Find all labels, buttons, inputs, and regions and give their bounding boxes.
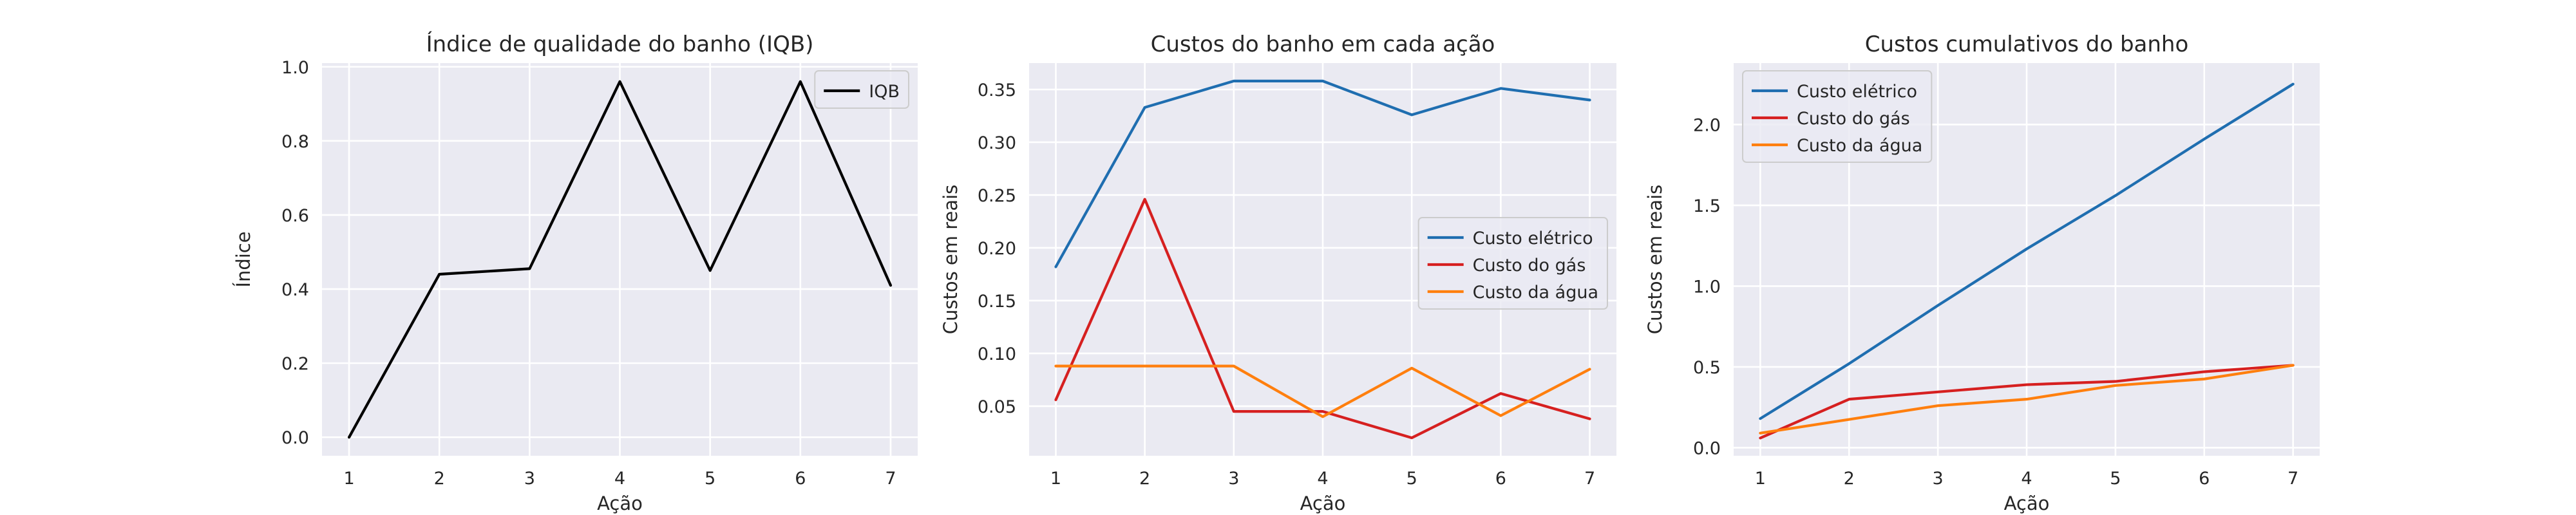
x-tick-label: 6 <box>795 469 806 489</box>
legend: IQB <box>814 70 909 109</box>
x-tick-label: 5 <box>705 469 715 489</box>
y-tick-label: 0.05 <box>978 397 1016 417</box>
x-tick-label: 4 <box>614 469 625 489</box>
y-axis-label: Custos em reais <box>1644 185 1666 335</box>
x-tick-label: 4 <box>1317 469 1328 489</box>
y-tick-label: 0.2 <box>281 354 309 374</box>
x-tick-label: 7 <box>885 469 896 489</box>
legend-entry: Custo da água <box>1797 136 1922 156</box>
series-line <box>1759 82 2295 420</box>
series-line <box>1054 364 1591 418</box>
x-tick-label: 3 <box>1933 469 1944 489</box>
x-tick-label: 1 <box>1755 469 1766 489</box>
y-tick-label: 0.30 <box>978 133 1016 153</box>
legend-frame <box>1742 70 1933 163</box>
series-group <box>1759 82 2295 440</box>
series-line <box>1054 198 1591 440</box>
series-group <box>347 80 893 439</box>
series-line <box>1759 364 2295 440</box>
y-tick-label: 0.25 <box>978 186 1016 206</box>
y-tick-label: 0.0 <box>1693 438 1721 458</box>
y-tick-label: 1.5 <box>1693 196 1721 216</box>
y-tick-label: 0.8 <box>281 132 309 152</box>
series-group <box>1054 79 1591 440</box>
x-tick-label: 2 <box>434 469 445 489</box>
y-tick-label: 0.20 <box>978 239 1016 259</box>
y-tick-label: 0.15 <box>978 292 1016 312</box>
y-tick-label: 1.0 <box>1693 277 1721 297</box>
x-axis-label: Ação <box>1300 492 1346 514</box>
x-tick-label: 3 <box>1228 469 1239 489</box>
legend-entry: Custo do gás <box>1473 256 1586 276</box>
plot-area: 1 2 3 4 5 6 7 0.0 0.2 0.4 0.6 0.8 1.0 <box>281 58 918 489</box>
x-axis-label: Ação <box>597 492 643 514</box>
x-tick-label: 7 <box>2287 469 2298 489</box>
legend-entry: Custo elétrico <box>1797 82 1917 102</box>
legend-entry: Custo da água <box>1473 283 1598 303</box>
y-tick-label: 0.4 <box>281 280 309 300</box>
y-tick-label: 0.5 <box>1693 358 1721 378</box>
series-line <box>1759 364 2295 435</box>
x-tick-label: 5 <box>2110 469 2121 489</box>
y-tick-label: 2.0 <box>1693 115 1721 135</box>
x-tick-label: 7 <box>1584 469 1595 489</box>
legend-entry: IQB <box>869 82 900 102</box>
y-tick-label: 1.0 <box>281 58 309 78</box>
x-axis-label: Ação <box>2004 492 2050 514</box>
x-tick-label: 1 <box>1050 469 1061 489</box>
x-tick-label: 2 <box>1139 469 1150 489</box>
legend-entry: Custo elétrico <box>1473 229 1593 248</box>
x-tick-label: 3 <box>524 469 535 489</box>
y-tick-label: 0.6 <box>281 206 309 226</box>
y-tick-label: 0.0 <box>281 428 309 448</box>
chart-title: Custos cumulativos do banho <box>1865 32 2189 57</box>
y-tick-label: 0.35 <box>978 80 1016 100</box>
chart-bath-quality-index: 1 2 3 4 5 6 7 0.0 0.2 0.4 0.6 0.8 1.0 Índice de qual… <box>232 31 918 514</box>
x-tick-label: 6 <box>2199 469 2210 489</box>
x-tick-label: 4 <box>2021 469 2032 489</box>
plot-area: 1 2 3 4 5 6 7 0.05 0.10 0.15 0.20 0.25 0.30 0.35 <box>978 63 1616 489</box>
y-axis-label: Custos em reais <box>940 185 961 335</box>
x-tick-label: 2 <box>1844 469 1855 489</box>
chart-cumulative-bath-costs: 1 2 3 4 5 6 7 0.0 0.5 1.0 1.5 2.0 Custos cumulativo… <box>1644 32 2320 514</box>
legend-entry: Custo do gás <box>1797 109 1910 129</box>
series-line <box>347 80 893 439</box>
x-tick-label: 1 <box>343 469 354 489</box>
chart-title: Custos do banho em cada ação <box>1151 32 1495 57</box>
y-axis-label: Índice <box>232 231 254 287</box>
x-tick-label: 6 <box>1495 469 1506 489</box>
legend: Custo elétrico Custo do gás Custo da água <box>1417 217 1608 310</box>
y-tick-label: 0.10 <box>978 344 1016 364</box>
series-line <box>1054 79 1591 268</box>
legend: Custo elétrico Custo do gás Custo da água <box>1742 70 1933 163</box>
x-tick-label: 5 <box>1406 469 1417 489</box>
chart-bath-costs-per-action: 1 2 3 4 5 6 7 0.05 0.10 0.15 0.20 0.25 0.30 0.35 Cust… <box>940 32 1616 514</box>
legend-frame <box>1417 217 1608 310</box>
chart-title: Índice de qualidade do banho (IQB) <box>426 31 814 57</box>
legend-frame <box>814 70 909 109</box>
